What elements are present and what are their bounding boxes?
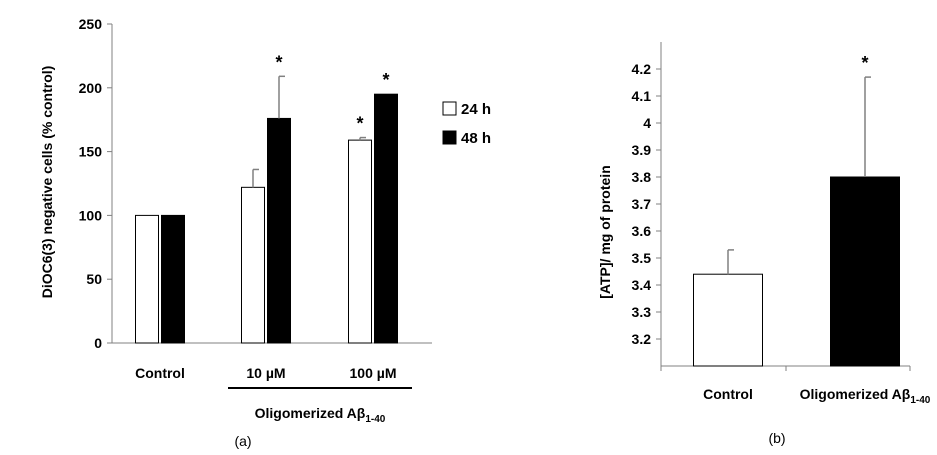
panel-b-y-tick-label: 4.2: [632, 61, 652, 77]
panel-b-y-tick-label: 3.3: [632, 304, 652, 320]
bar-48h-0: [161, 214, 185, 344]
bar-24h-0: [135, 214, 159, 344]
legend-swatch-24h: [442, 101, 457, 116]
panel-b-y-tick-label: 3.5: [632, 250, 652, 266]
panel-b-y-tick-label: 3.4: [632, 277, 652, 293]
panel-a-y-tick-label: 50: [86, 271, 102, 287]
category-main: Control: [703, 386, 753, 402]
panel-b-y-tick-label: 3.8: [632, 169, 652, 185]
category-subscript: 1-40: [910, 395, 930, 406]
bar-48h-2: [374, 93, 398, 344]
panel-b-categories: Control Oligomerized Aβ1-40: [703, 386, 931, 406]
panel-b-ylabel: [ATP]/ mg of protein: [597, 165, 613, 299]
bar-24h-1: [241, 186, 265, 344]
panel-b-y-tick-label: 3.6: [632, 223, 652, 239]
panel-b-y-tick-label: 3.2: [632, 331, 652, 347]
panel-a-y-tick-label: 150: [79, 144, 103, 160]
panel-a-categories: Control 10 µM 100 µM: [135, 365, 396, 381]
panel-a-ylabel: DiOC6(3) negative cells (% control): [39, 66, 55, 299]
significance-marker: *: [356, 114, 363, 134]
panel-a-bars: * * *: [135, 52, 398, 344]
panel-b-y-tick-label: 4: [643, 115, 651, 131]
panel-a-category-label: Control: [135, 365, 185, 381]
significance-marker: *: [275, 52, 282, 72]
panel-a-y-tick-label: 0: [94, 335, 102, 351]
panel-a-y-ticks: 0 50 100 150 200 250: [79, 16, 112, 351]
panel-a-y-tick-label: 100: [79, 207, 103, 223]
legend-label-48h: 48 h: [461, 130, 491, 147]
panel-a-legend: 24 h 48 h: [442, 101, 491, 147]
panel-b-y-tick-label: 4.1: [632, 88, 652, 104]
panel-a-y-tick-label: 200: [79, 80, 103, 96]
legend-label-24h: 24 h: [461, 101, 491, 118]
panel-b-label: (b): [768, 430, 785, 446]
bar-24h-2: [348, 139, 372, 344]
panel-a-y-tick-label: 250: [79, 16, 103, 32]
significance-marker: *: [382, 70, 389, 90]
legend-swatch-48h: [442, 130, 457, 145]
panel-b-y-tick-label: 3.7: [632, 196, 652, 212]
bar-48h-1: [267, 117, 291, 344]
category-main: Oligomerized Aβ: [800, 386, 911, 402]
panel-b-category-label: Oligomerized Aβ1-40: [800, 386, 931, 406]
panel-b-y-ticks: 3.2 3.3 3.4 3.5 3.6 3.7 3.8 3.9 4 4.1 4.2: [632, 61, 911, 371]
panel-a-category-label: 10 µM: [246, 365, 285, 381]
panel-a-group-label: Oligomerized Aβ1-40: [255, 405, 386, 425]
panel-b-y-tick-label: 3.9: [632, 142, 652, 158]
panel-b-bars: *: [693, 53, 900, 367]
panel-a: DiOC6(3) negative cells (% control) 0 50 1…: [39, 16, 491, 449]
panel-b-category-label: Control: [703, 386, 753, 402]
panel-a-category-label: 100 µM: [350, 365, 397, 381]
panel-a-label: (a): [234, 433, 251, 449]
panel-b: [ATP]/ mg of protein 3.23.33.43.53.63.73…: [597, 42, 931, 446]
significance-marker: *: [861, 53, 868, 73]
bar-1: [830, 176, 900, 367]
bar-0: [693, 273, 763, 367]
